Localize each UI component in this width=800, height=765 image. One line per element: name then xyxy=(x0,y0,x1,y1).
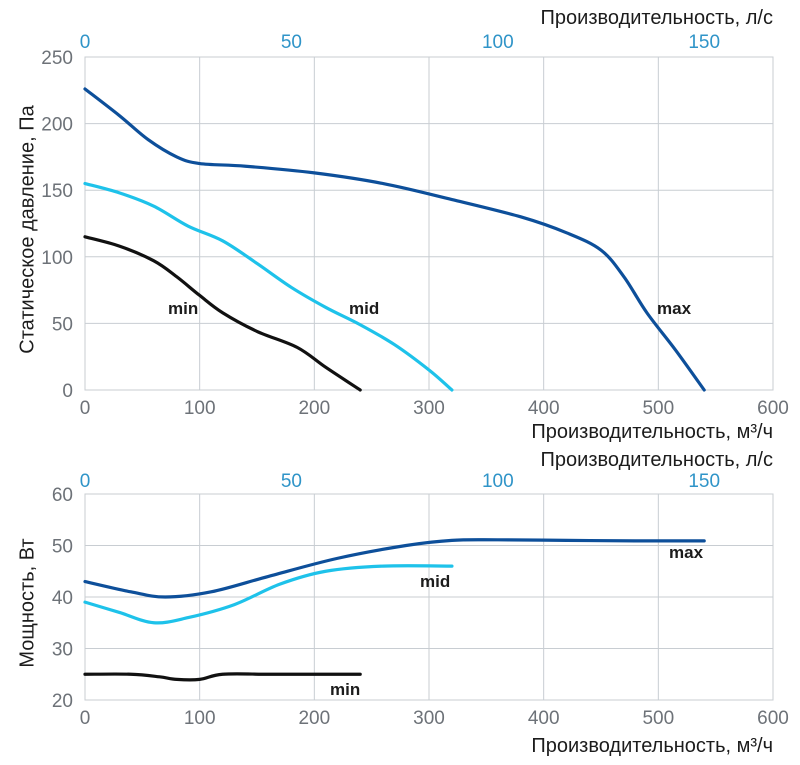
y-tick-label: 50 xyxy=(52,537,73,558)
plot-frame xyxy=(84,493,774,701)
series-label-max: max xyxy=(657,299,692,318)
y-tick-label: 250 xyxy=(41,48,73,69)
y-tick-label: 150 xyxy=(41,181,73,202)
y-tick-label: 100 xyxy=(41,248,73,269)
series-label-min: min xyxy=(168,299,198,318)
plot-frame xyxy=(84,56,774,391)
series-label-max: max xyxy=(669,543,704,562)
y-tick-label: 50 xyxy=(52,314,73,335)
series-line-max xyxy=(83,87,706,392)
x-axis-title: Производительность, м³/ч xyxy=(531,735,773,757)
x-tick-label: 500 xyxy=(642,398,674,419)
x2-tick-label: 150 xyxy=(688,32,720,53)
x2-tick-label: 100 xyxy=(482,471,514,492)
y-tick-label: 200 xyxy=(41,115,73,136)
x-tick-label: 400 xyxy=(528,708,560,729)
x2-tick-label: 100 xyxy=(482,32,514,53)
y-tick-label: 30 xyxy=(52,640,73,661)
series-line-max xyxy=(83,538,706,599)
y-axis-title: Статическое давление, Па xyxy=(16,104,38,353)
series-line-mid xyxy=(83,564,454,625)
x-axis-title: Производительность, м³/ч xyxy=(531,421,773,443)
chart-panel-2: 0100200300400500600050100150200250300203… xyxy=(16,449,789,757)
y-axis-title: Мощность, Вт xyxy=(16,538,38,667)
x-tick-label: 100 xyxy=(184,708,216,729)
series-line-mid xyxy=(83,181,454,392)
series-label-min: min xyxy=(330,680,360,699)
x-tick-label: 300 xyxy=(413,398,445,419)
y-tick-label: 40 xyxy=(52,588,73,609)
chart-panel-1: 0100200300400500600050100150200250300050… xyxy=(16,7,789,443)
x2-axis-title: Производительность, л/с xyxy=(541,7,773,29)
x-tick-label: 200 xyxy=(298,708,330,729)
x-tick-label: 200 xyxy=(298,398,330,419)
series-label-mid: mid xyxy=(420,572,450,591)
x2-tick-label: 50 xyxy=(281,471,302,492)
x2-tick-label: 50 xyxy=(281,32,302,53)
x-tick-label: 500 xyxy=(642,708,674,729)
y-tick-label: 0 xyxy=(62,381,73,402)
x2-tick-label: 0 xyxy=(80,471,91,492)
x-tick-label: 400 xyxy=(528,398,560,419)
x-tick-label: 0 xyxy=(80,708,91,729)
series-line-min xyxy=(83,672,362,682)
x-tick-label: 100 xyxy=(184,398,216,419)
x-tick-label: 0 xyxy=(80,398,91,419)
x-tick-label: 600 xyxy=(757,398,789,419)
series-line-min xyxy=(83,235,362,392)
series-label-mid: mid xyxy=(349,299,379,318)
y-tick-label: 60 xyxy=(52,485,73,506)
x-tick-label: 600 xyxy=(757,708,789,729)
x2-tick-label: 0 xyxy=(80,32,91,53)
x-tick-label: 300 xyxy=(413,708,445,729)
x2-axis-title: Производительность, л/с xyxy=(541,449,773,471)
y-tick-label: 20 xyxy=(52,691,73,712)
x2-tick-label: 150 xyxy=(688,471,720,492)
